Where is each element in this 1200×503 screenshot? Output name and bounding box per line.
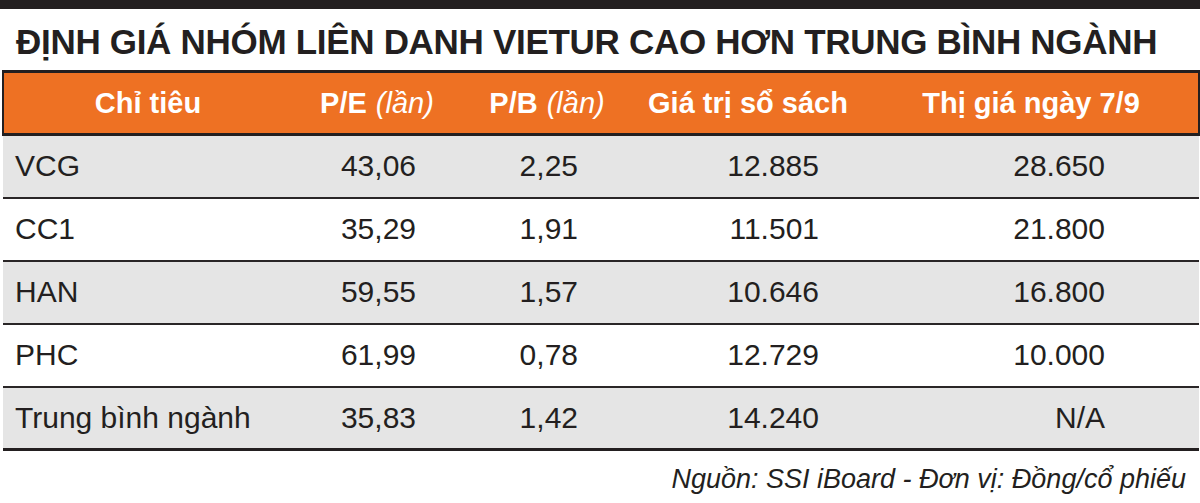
column-header-criteria: Chỉ tiêu bbox=[3, 72, 292, 135]
cell-market-price: 16.800 bbox=[864, 261, 1199, 324]
source-note: Nguồn: SSI iBoard - Đơn vị: Đồng/cổ phiế… bbox=[0, 451, 1200, 495]
cell-market-price: 21.800 bbox=[864, 198, 1199, 261]
cell-pe: 59,55 bbox=[292, 261, 462, 324]
column-label: Thị giá ngày 7/9 bbox=[922, 87, 1140, 119]
cell-ticker: PHC bbox=[3, 324, 292, 387]
cell-pe: 61,99 bbox=[292, 324, 462, 387]
table-header-row: Chỉ tiêu P/E (lần) P/B (lần) Giá trị sổ sá… bbox=[3, 72, 1199, 135]
cell-book-value: 10.646 bbox=[632, 261, 864, 324]
cell-book-value: 11.501 bbox=[632, 198, 864, 261]
cell-market-price: 10.000 bbox=[864, 324, 1199, 387]
table-row: PHC 61,99 0,78 12.729 10.000 bbox=[3, 324, 1199, 387]
table-row: CC1 35,29 1,91 11.501 21.800 bbox=[3, 198, 1199, 261]
cell-pe: 35,29 bbox=[292, 198, 462, 261]
cell-book-value: 14.240 bbox=[632, 387, 864, 450]
cell-pe: 43,06 bbox=[292, 135, 462, 198]
column-label: Giá trị sổ sách bbox=[648, 87, 848, 119]
column-unit: (lần) bbox=[547, 87, 605, 119]
column-header-pe: P/E (lần) bbox=[292, 72, 462, 135]
cell-ticker: CC1 bbox=[3, 198, 292, 261]
cell-pb: 1,42 bbox=[462, 387, 632, 450]
column-header-market-price: Thị giá ngày 7/9 bbox=[864, 72, 1199, 135]
cell-ticker: VCG bbox=[3, 135, 292, 198]
cell-pb: 2,25 bbox=[462, 135, 632, 198]
page-title: ĐỊNH GIÁ NHÓM LIÊN DANH VIETUR CAO HƠN T… bbox=[0, 9, 1200, 70]
column-label: P/E bbox=[320, 87, 367, 119]
cell-pb: 1,91 bbox=[462, 198, 632, 261]
table-row: VCG 43,06 2,25 12.885 28.650 bbox=[3, 135, 1199, 198]
cell-pe: 35,83 bbox=[292, 387, 462, 450]
valuation-table: Chỉ tiêu P/E (lần) P/B (lần) Giá trị sổ sá… bbox=[2, 70, 1200, 451]
column-header-pb: P/B (lần) bbox=[462, 72, 632, 135]
cell-pb: 0,78 bbox=[462, 324, 632, 387]
cell-market-price: N/A bbox=[864, 387, 1199, 450]
top-accent-bar bbox=[0, 0, 1200, 9]
column-label: Chỉ tiêu bbox=[95, 87, 201, 119]
table-row: HAN 59,55 1,57 10.646 16.800 bbox=[3, 261, 1199, 324]
column-header-book-value: Giá trị sổ sách bbox=[632, 72, 864, 135]
cell-book-value: 12.729 bbox=[632, 324, 864, 387]
cell-book-value: 12.885 bbox=[632, 135, 864, 198]
cell-ticker: Trung bình ngành bbox=[3, 387, 292, 450]
table-row: Trung bình ngành 35,83 1,42 14.240 N/A bbox=[3, 387, 1199, 450]
column-unit: (lần) bbox=[376, 87, 434, 119]
cell-market-price: 28.650 bbox=[864, 135, 1199, 198]
valuation-infographic: ĐỊNH GIÁ NHÓM LIÊN DANH VIETUR CAO HƠN T… bbox=[0, 0, 1200, 495]
cell-ticker: HAN bbox=[3, 261, 292, 324]
column-label: P/B bbox=[489, 87, 537, 119]
cell-pb: 1,57 bbox=[462, 261, 632, 324]
table-body: VCG 43,06 2,25 12.885 28.650 CC1 35,29 1… bbox=[3, 135, 1199, 450]
